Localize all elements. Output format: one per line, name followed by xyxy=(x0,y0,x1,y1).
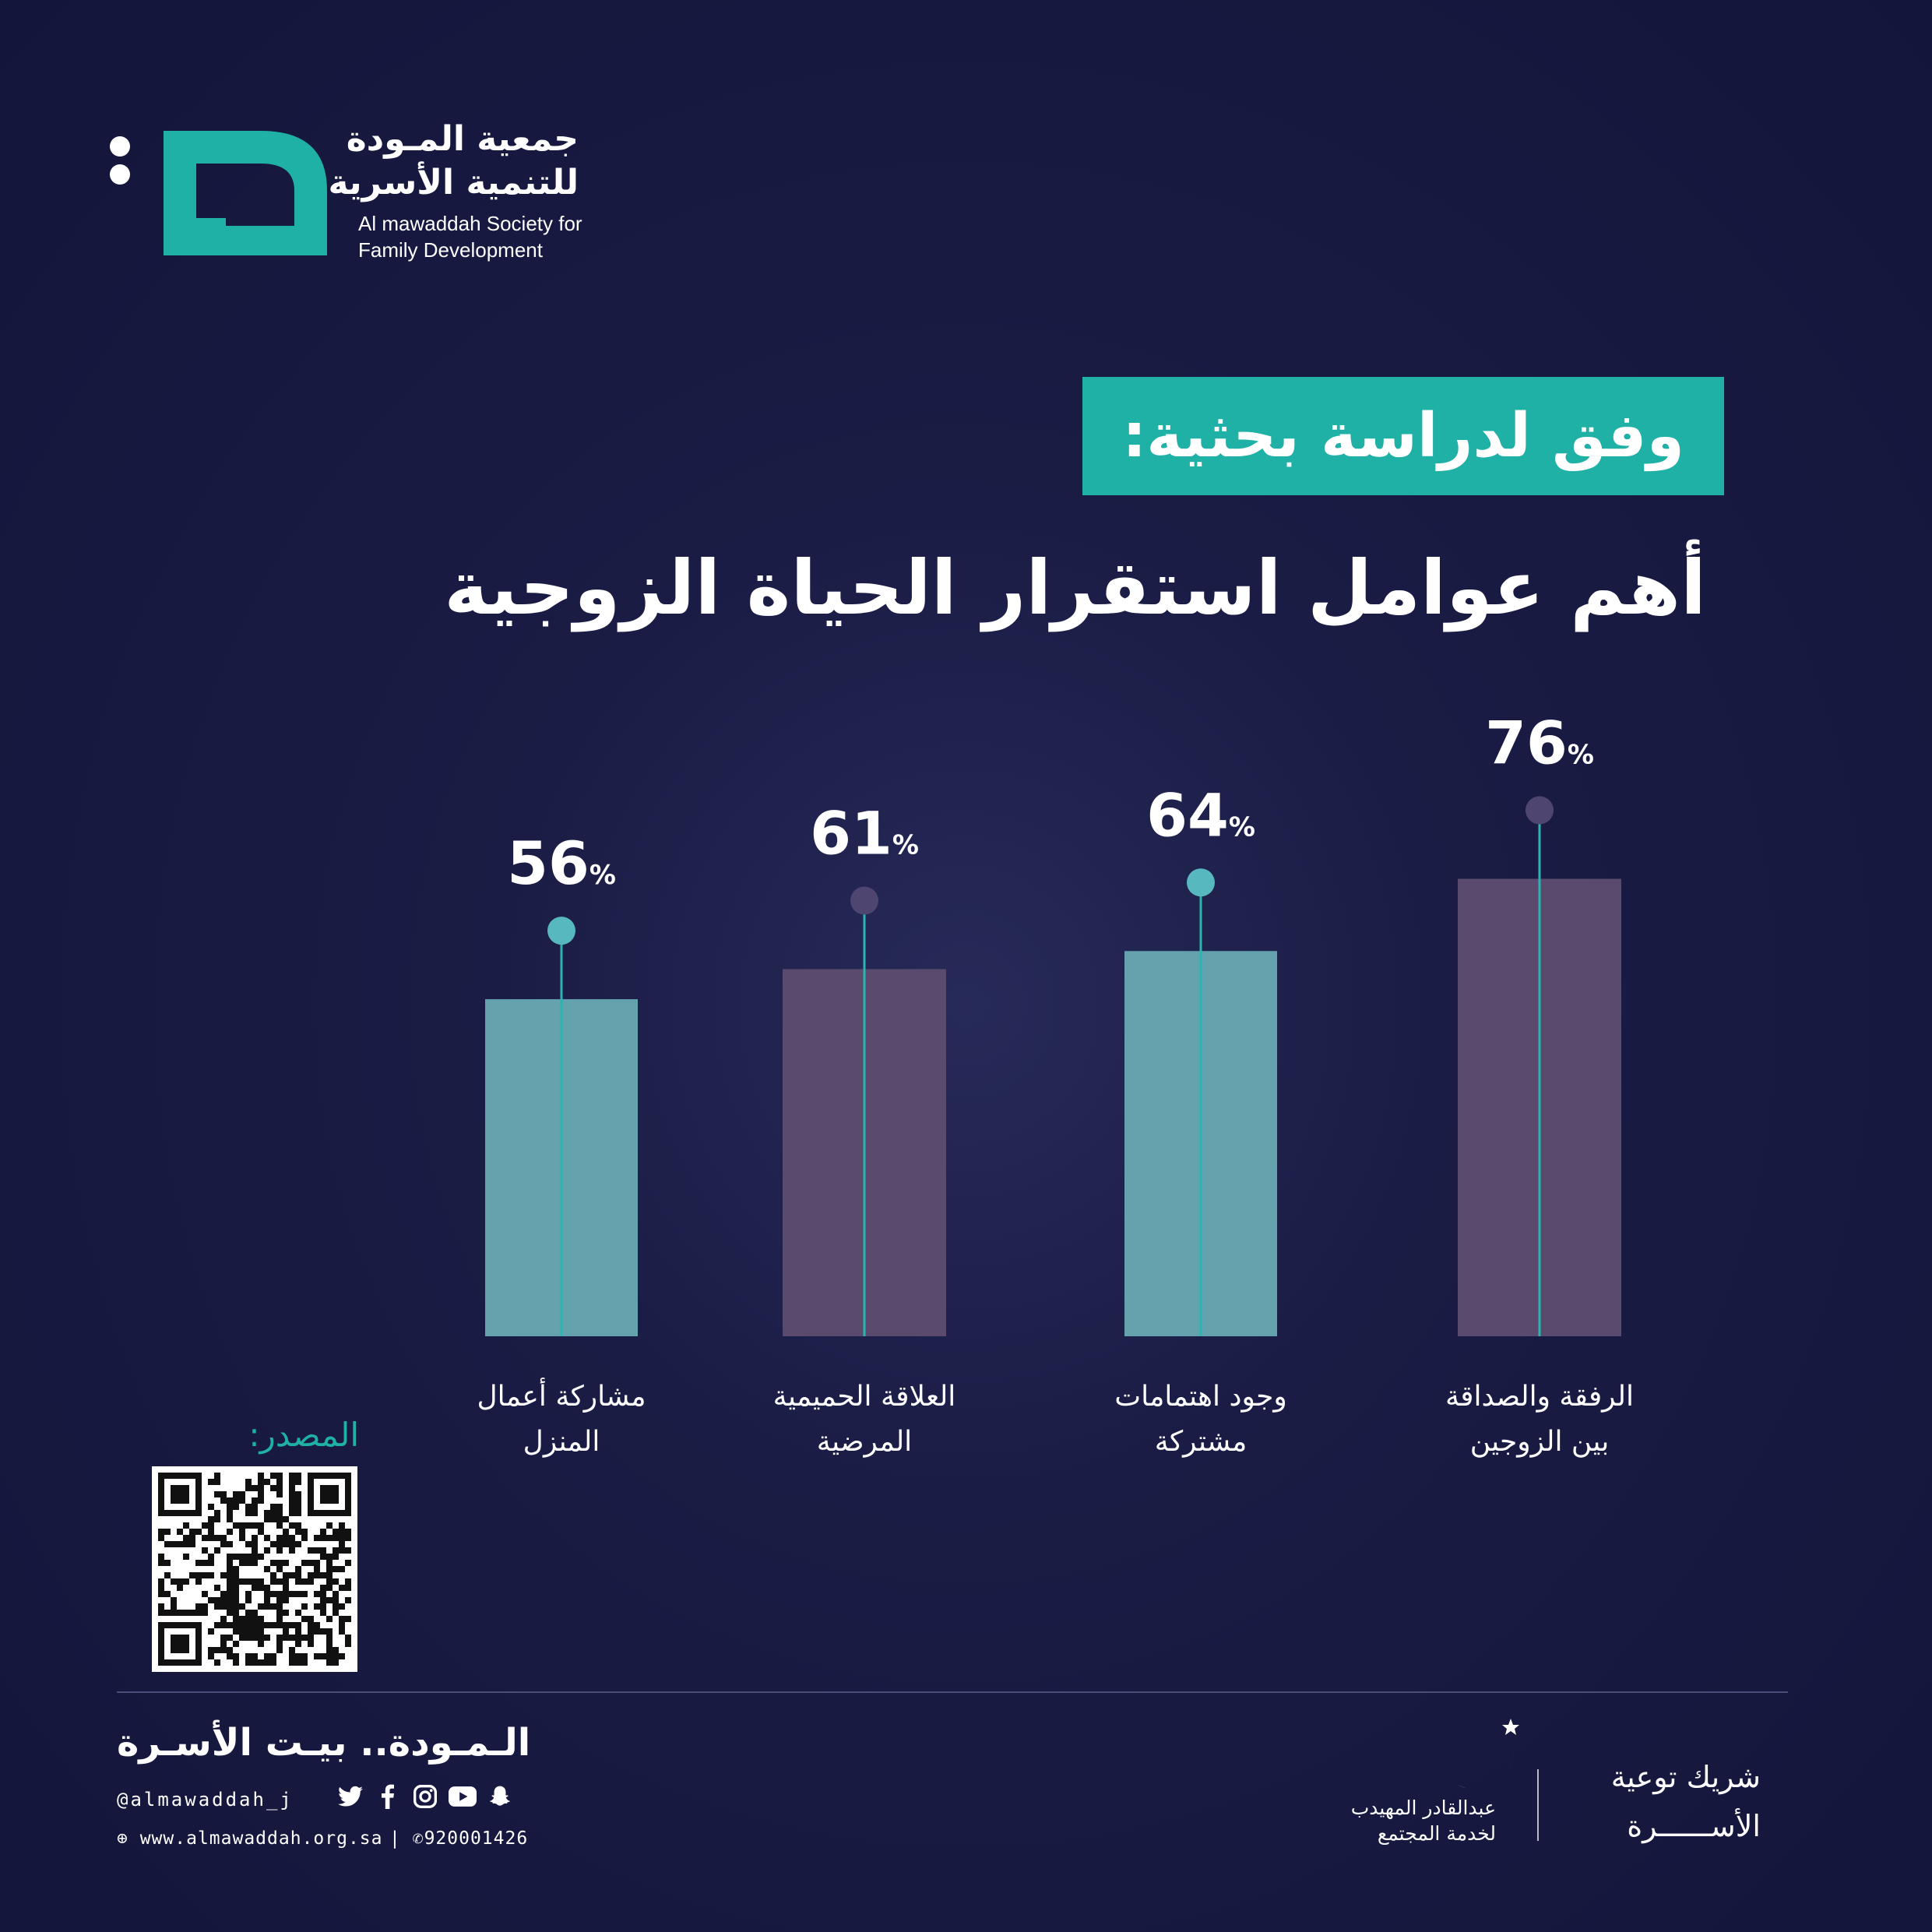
org-name-ar-line1: جمعية المـودة xyxy=(346,119,579,159)
value-label: 76% xyxy=(1485,709,1594,778)
bar-marker xyxy=(850,886,878,915)
footer-vertical-divider xyxy=(1537,1769,1539,1841)
partner-tag-line2: الأســــــرة xyxy=(1627,1809,1761,1843)
logo-dot-bottom xyxy=(110,164,130,185)
value-suffix: % xyxy=(589,860,616,891)
source-label: المصدر: xyxy=(248,1416,359,1454)
separator: | xyxy=(389,1828,413,1849)
value-label: 61% xyxy=(810,798,919,867)
phone-icon: ✆ xyxy=(412,1828,424,1849)
website-url: www.almawaddah.org.sa xyxy=(139,1828,383,1849)
bar-marker xyxy=(1526,796,1554,825)
social-icons xyxy=(336,1782,514,1811)
org-name-en-line1: Al mawaddah Society for xyxy=(358,212,582,235)
social-handle[interactable]: @almawaddah_j xyxy=(117,1789,294,1811)
category-label: المنزل xyxy=(523,1426,600,1458)
footer-divider-line xyxy=(117,1691,1788,1693)
category-label: العلاقة الحميمية xyxy=(772,1381,956,1413)
value-number: 76 xyxy=(1485,709,1568,778)
partner-name-line2: لخدمة المجتمع xyxy=(1377,1822,1496,1845)
bar-marker xyxy=(547,917,575,945)
bar-marker xyxy=(1187,868,1215,897)
org-name-ar-line2: للتنمية الأسرية xyxy=(328,163,579,202)
category-label: بين الزوجين xyxy=(1469,1426,1610,1458)
category-label: وجود اهتمامات xyxy=(1114,1381,1287,1413)
instagram-icon[interactable] xyxy=(411,1782,439,1811)
partner-tag-line1: شريك توعية xyxy=(1610,1760,1761,1794)
twitter-icon[interactable] xyxy=(336,1782,364,1811)
phone-value: 920001426 xyxy=(424,1828,529,1849)
partner-name-line1: عبدالقادر المهيدب xyxy=(1350,1797,1496,1819)
facebook-icon[interactable] xyxy=(374,1782,402,1811)
category-label: مشاركة أعمال xyxy=(477,1381,646,1413)
heading-intro: وفق لدراسة بحثية: xyxy=(1122,401,1684,471)
chart-title: أهم عوامل استقرار الحياة الزوجية xyxy=(444,544,1706,632)
value-label: 56% xyxy=(507,829,616,898)
phone-number[interactable]: | ✆920001426 xyxy=(389,1828,528,1849)
value-number: 64 xyxy=(1146,780,1229,850)
youtube-icon[interactable] xyxy=(449,1782,477,1811)
qr-code-image xyxy=(158,1473,351,1666)
value-number: 61 xyxy=(810,798,892,867)
partner-logo xyxy=(1448,1719,1519,1789)
heading-badge: وفق لدراسة بحثية: xyxy=(1082,377,1724,495)
category-label: المرضية xyxy=(816,1426,913,1458)
logo-shape xyxy=(164,131,327,255)
value-suffix: % xyxy=(892,829,919,860)
value-label: 64% xyxy=(1146,780,1255,850)
logo-dot-top xyxy=(110,136,130,157)
value-suffix: % xyxy=(1568,740,1594,771)
value-suffix: % xyxy=(1229,811,1255,843)
org-name-en-line2: Family Development xyxy=(358,238,543,262)
globe-icon: ⊕ xyxy=(117,1828,140,1849)
category-label: الرفقة والصداقة xyxy=(1445,1381,1634,1413)
category-label: مشتركة xyxy=(1154,1426,1248,1458)
value-number: 56 xyxy=(507,829,589,898)
website-link[interactable]: ⊕ www.almawaddah.org.sa xyxy=(117,1828,383,1849)
qr-code[interactable] xyxy=(152,1466,357,1672)
snapchat-icon[interactable] xyxy=(486,1782,514,1811)
slogan: الـمـودة.. بيـت الأسـرة xyxy=(117,1721,531,1765)
logo-mark xyxy=(110,131,327,255)
